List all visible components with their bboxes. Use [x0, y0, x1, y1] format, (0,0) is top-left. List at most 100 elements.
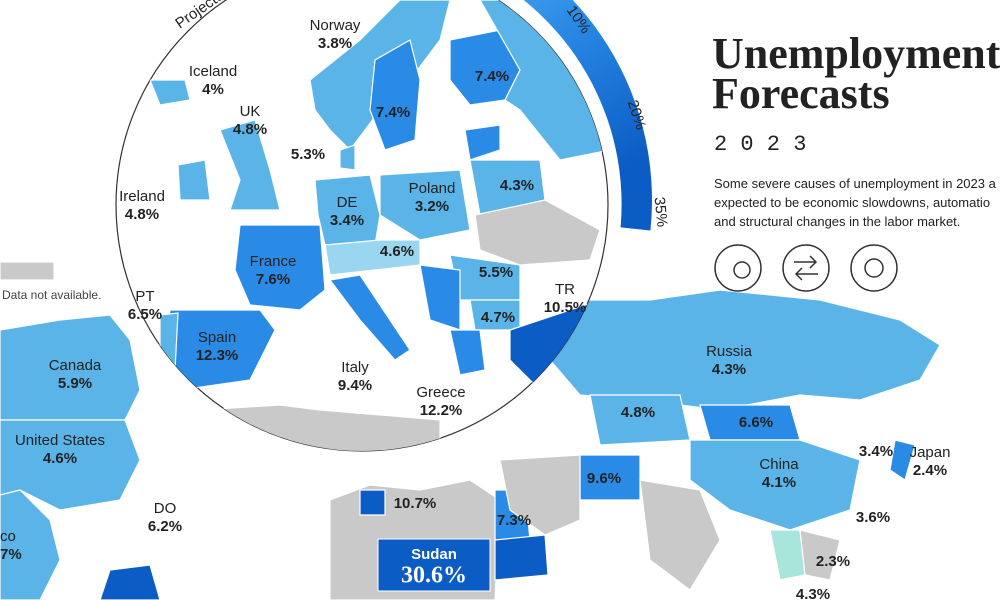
country-value: 4.3%: [500, 177, 534, 194]
country-name: DE: [337, 194, 358, 211]
country-value: 3.8%: [318, 35, 352, 52]
color-scale: [523, 0, 652, 231]
no-data-swatch: [0, 261, 55, 281]
country-value: 4.3%: [712, 361, 746, 378]
country-value: 3.4%: [859, 443, 893, 460]
country-value: 2.3%: [816, 553, 850, 570]
icon-structure: [850, 244, 898, 292]
description-line: Some severe causes of unemployment in 20…: [714, 176, 997, 191]
year: 2 0 2 3: [714, 132, 806, 157]
poland: [379, 169, 471, 241]
country-value: 12.2%: [420, 402, 463, 419]
country-value: 7.4%: [376, 104, 410, 121]
country-value: 3.2%: [415, 198, 449, 215]
country-name: Japan: [910, 444, 951, 461]
country-name: Canada: [49, 357, 102, 374]
country-value: 7.3%: [497, 512, 531, 529]
country-value: 7.4%: [475, 68, 509, 85]
country-value: 10.5%: [544, 299, 587, 316]
title: Forecasts: [712, 69, 890, 118]
france: [234, 224, 326, 311]
country-name: co: [0, 528, 16, 545]
country-value: 3.4%: [330, 212, 364, 229]
middle-east: [499, 454, 581, 536]
country-value: 9.6%: [587, 470, 621, 487]
country-value: 4.8%: [125, 206, 159, 223]
country-value: 4.6%: [380, 243, 414, 260]
country-value: 4.1%: [762, 474, 796, 491]
portugal: [159, 312, 179, 371]
uk: [219, 119, 281, 211]
country-value: 4.6%: [43, 450, 77, 467]
central-europe: [324, 239, 421, 276]
country-name: DO: [154, 500, 177, 517]
country-value: 5.9%: [58, 375, 92, 392]
iceland: [149, 79, 191, 106]
country-value: 6.2%: [148, 518, 182, 535]
country-name: Sudan: [411, 546, 457, 563]
country-value: 4.8%: [233, 121, 267, 138]
country-name: Spain: [198, 329, 236, 346]
country-name: Ireland: [119, 188, 165, 205]
country-name: TR: [555, 281, 575, 298]
country-name: PT: [135, 288, 154, 305]
sudan-shape: [494, 534, 549, 581]
china: [689, 439, 861, 531]
country-value: 5.3%: [291, 146, 325, 163]
icon-gear: [864, 258, 884, 278]
country-value: 30.6%: [401, 563, 467, 589]
country-name: France: [250, 253, 297, 270]
country-value: 9.4%: [338, 377, 372, 394]
country-name: United States: [15, 432, 105, 449]
southeast-asia: [799, 529, 841, 581]
country-value: 4.3%: [796, 586, 830, 600]
country-value: 4%: [202, 81, 224, 98]
country-value: 6.5%: [128, 306, 162, 323]
india: [639, 479, 721, 591]
central-america: [99, 564, 161, 600]
japan: [889, 439, 916, 481]
country-name: UK: [240, 103, 261, 120]
italy: [328, 274, 411, 361]
north-africa-country: [359, 489, 386, 516]
country-name: Greece: [416, 384, 465, 401]
highlight-box: [377, 538, 491, 592]
description-line: expected to be economic slowdowns, autom…: [714, 195, 990, 210]
country-name: China: [759, 456, 799, 473]
icon-snail: [733, 261, 751, 279]
country-name: Iceland: [189, 63, 237, 80]
denmark: [339, 144, 356, 171]
sweden: [369, 39, 421, 151]
country-labels: Norway3.8%Iceland4%UK4.8%5.3%Ireland4.8%…: [0, 17, 950, 600]
ireland: [177, 159, 211, 201]
icon-slowdown: [714, 244, 762, 292]
baltics: [464, 124, 501, 161]
country-name: Russia: [706, 343, 753, 360]
icons: [714, 244, 898, 292]
country-value: 3.6%: [856, 509, 890, 526]
country-value: 10.7%: [394, 495, 437, 512]
country-name: Norway: [310, 17, 361, 34]
ukraine: [474, 199, 601, 266]
country-value: 5.5%: [479, 264, 513, 281]
country-name: Poland: [409, 180, 456, 197]
legend-tick: 35%: [651, 196, 671, 228]
country-value: 4.8%: [621, 404, 655, 421]
country-value: 6.6%: [739, 414, 773, 431]
greece: [449, 329, 486, 376]
country-value: 7.6%: [256, 271, 290, 288]
no-data-label: Data not available.: [2, 288, 101, 302]
country-value: 7%: [0, 546, 22, 563]
description-line: and structural changes in the labor mark…: [714, 214, 960, 229]
title: Unemployment: [712, 29, 1000, 78]
icon-automation: [782, 244, 830, 292]
vietnam: [769, 529, 806, 581]
country-value: 12.3%: [196, 347, 239, 364]
country-name: Italy: [341, 359, 369, 376]
mexico: [0, 489, 61, 600]
description: Some severe causes of unemployment in 20…: [714, 176, 997, 229]
icon-arrows: [794, 255, 818, 281]
country-value: 2.4%: [913, 462, 947, 479]
